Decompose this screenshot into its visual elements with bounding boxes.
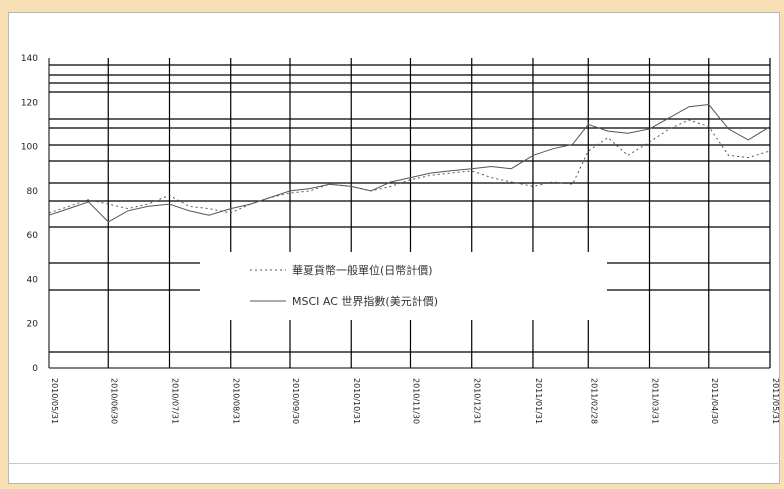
x-tick-label: 2011/04/30	[710, 378, 719, 424]
x-tick-label: 2010/06/30	[109, 378, 118, 424]
legend: 華夏貨幣一般單位(日幣計價) MSCI AC 世界指數(美元計價)	[200, 252, 607, 320]
y-axis: 0 20 40 60 80 100 120 140	[21, 54, 38, 374]
y-tick-label: 80	[27, 187, 39, 197]
legend-box	[200, 252, 607, 320]
y-tick-label: 40	[27, 275, 39, 285]
y-tick-label: 100	[21, 143, 38, 153]
plot-area	[49, 58, 770, 368]
x-tick-label: 2010/07/31	[170, 378, 179, 424]
x-tick-label: 2011/01/31	[534, 378, 543, 424]
x-tick-label: 2010/11/30	[411, 378, 420, 424]
legend-label-1: 華夏貨幣一般單位(日幣計價)	[292, 263, 433, 277]
x-tick-label: 2010/08/31	[232, 378, 241, 424]
y-tick-label: 0	[32, 364, 38, 374]
x-tick-label: 2010/12/31	[473, 378, 482, 424]
y-tick-label: 60	[27, 231, 39, 241]
x-tick-label: 2010/05/31	[50, 378, 59, 424]
x-tick-label: 2010/10/31	[352, 378, 361, 424]
x-tick-label: 2011/03/31	[651, 378, 660, 424]
y-tick-label: 140	[21, 54, 38, 64]
y-tick-label: 120	[21, 98, 38, 108]
x-tick-label: 2010/09/30	[291, 378, 300, 424]
x-axis: 2010/05/31 2010/06/30 2010/07/31 2010/08/31…	[50, 378, 780, 424]
legend-label-2: MSCI AC 世界指數(美元計價)	[292, 294, 438, 308]
x-tick-label: 2011/02/28	[589, 378, 598, 424]
x-tick-label: 2011/05/31	[771, 378, 780, 424]
y-tick-label: 20	[27, 320, 39, 330]
